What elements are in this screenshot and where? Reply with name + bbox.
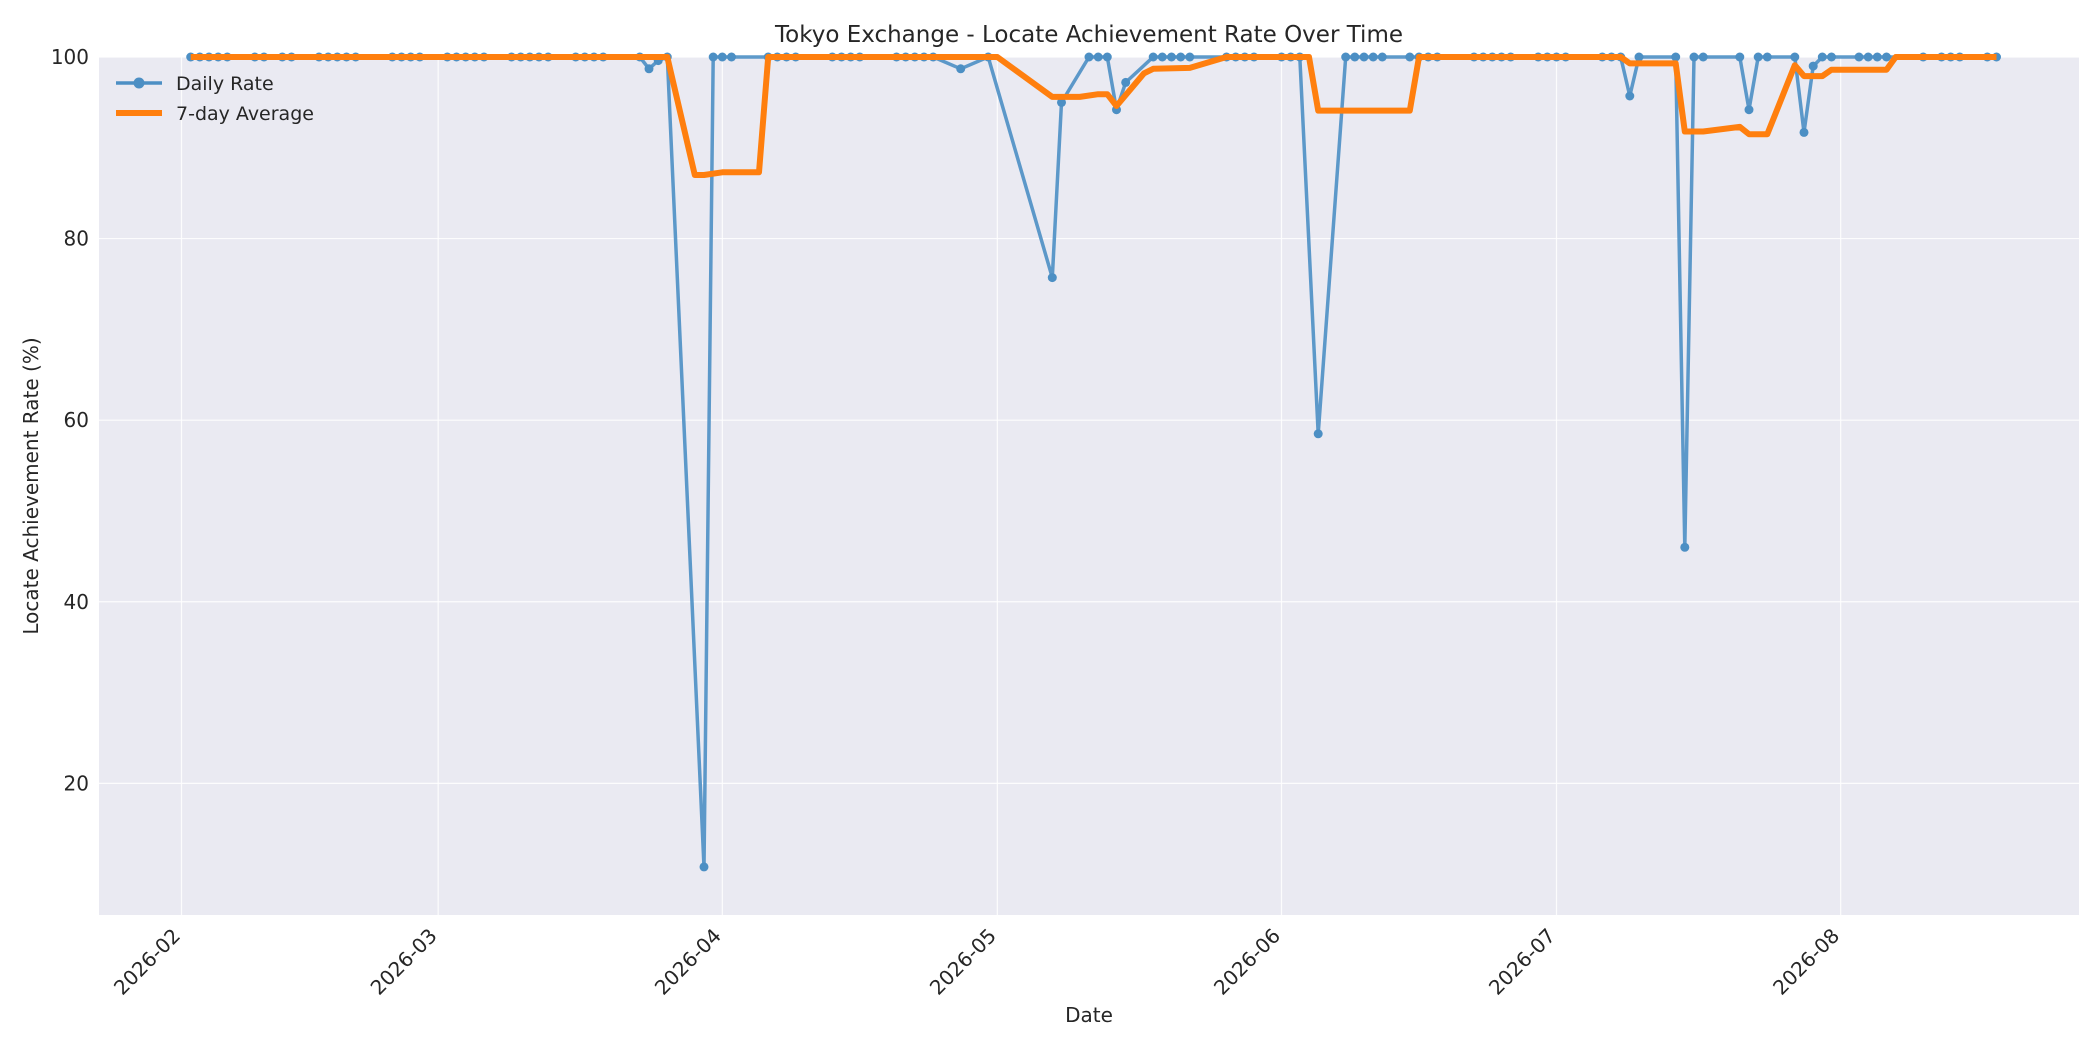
daily-rate-point xyxy=(1817,52,1827,62)
daily-rate-point xyxy=(1827,52,1836,62)
daily-rate-point xyxy=(1368,52,1378,62)
daily-rate-point xyxy=(1680,542,1690,552)
y-axis-label: Locate Achievement Rate (%) xyxy=(19,337,43,634)
y-tick-label: 100 xyxy=(51,45,89,69)
daily-rate-point xyxy=(1121,77,1131,87)
daily-rate-point xyxy=(1047,273,1057,283)
daily-rate-point xyxy=(1313,429,1323,439)
daily-rate-point xyxy=(708,52,718,62)
daily-rate-point xyxy=(1057,97,1066,107)
daily-rate-point xyxy=(1625,91,1635,101)
daily-rate-point xyxy=(1405,52,1415,62)
daily-rate-point xyxy=(1350,52,1360,62)
daily-rate-point xyxy=(1359,52,1369,62)
daily-rate-point xyxy=(1735,52,1745,62)
daily-rate-point xyxy=(644,64,654,74)
legend: Daily Rate 7-day Average xyxy=(116,73,314,125)
daily-rate-point xyxy=(1854,52,1864,62)
y-tick-label: 40 xyxy=(64,590,89,614)
daily-rate-point xyxy=(1634,52,1644,62)
daily-rate-point xyxy=(717,52,727,62)
chart-title: Tokyo Exchange - Locate Achievement Rate… xyxy=(774,22,1403,48)
seven-day-average-line xyxy=(190,54,1997,178)
daily-rate-point xyxy=(956,64,966,74)
daily-rate-point xyxy=(1102,52,1112,62)
grid xyxy=(99,56,2079,915)
daily-rate-point xyxy=(1093,52,1103,62)
daily-rate-point xyxy=(1689,52,1699,62)
y-axis-ticks: 20 40 60 80 100 xyxy=(51,45,89,795)
plot-area xyxy=(99,57,2079,915)
daily-rate-point xyxy=(1084,52,1094,62)
legend-average-label: 7-day Average xyxy=(176,103,314,125)
daily-rate-point xyxy=(1176,52,1186,62)
legend-daily-label: Daily Rate xyxy=(176,73,274,95)
daily-rate-point xyxy=(1744,105,1754,115)
daily-rate-point xyxy=(1185,52,1195,62)
daily-rate-point xyxy=(699,862,709,872)
x-axis-label: Date xyxy=(1065,1003,1113,1027)
daily-rate-point xyxy=(1808,61,1818,71)
daily-rate-point xyxy=(1377,52,1387,62)
daily-rate-point xyxy=(1882,52,1891,62)
daily-rate-point xyxy=(1671,52,1681,62)
daily-rate-point xyxy=(1341,52,1351,62)
daily-rate-point xyxy=(1863,52,1873,62)
daily-rate-point xyxy=(1762,52,1772,62)
daily-rate-point xyxy=(1157,52,1167,62)
y-tick-label: 20 xyxy=(64,771,89,795)
daily-rate-point xyxy=(727,52,736,62)
series-layer xyxy=(186,52,2001,872)
daily-rate-point xyxy=(1753,52,1763,62)
legend-daily-marker xyxy=(133,77,145,89)
daily-rate-point xyxy=(1167,52,1176,62)
y-tick-label: 80 xyxy=(64,227,89,251)
daily-rate-point xyxy=(1790,52,1800,62)
daily-rate-point xyxy=(1799,127,1809,137)
y-tick-label: 60 xyxy=(64,408,89,432)
daily-rate-point xyxy=(1148,52,1158,62)
daily-rate-point xyxy=(1698,52,1708,62)
daily-rate-point xyxy=(1872,52,1882,62)
